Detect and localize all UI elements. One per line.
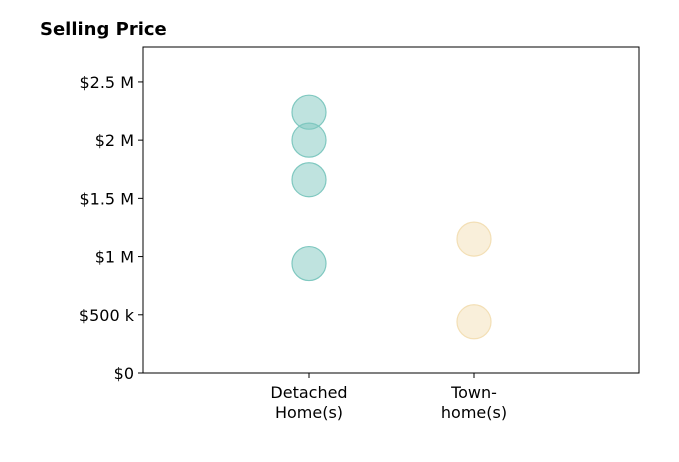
x-tick-label: Town-home(s) [441,383,507,422]
y-tick-label: $0 [114,364,134,383]
data-point [456,304,492,340]
y-tick-label: $2 M [95,131,134,150]
plot-frame [142,46,640,374]
data-point [291,245,327,282]
y-axis: $0 $500 k $1 M $1.5 M $2 M $2.5 M [79,73,143,383]
y-tick-label: $1.5 M [79,189,134,208]
chart-title: Selling Price [40,19,167,40]
y-tick-label: $1 M [95,248,134,267]
data-point [456,221,492,257]
x-axis: Detached Home(s) Town-home(s) [270,373,507,422]
data-point [291,122,327,158]
data-point [291,162,327,198]
data-points [291,94,492,340]
x-tick-label: Detached Home(s) [270,383,347,422]
y-tick-label: $2.5 M [79,73,134,92]
y-tick-label: $500 k [79,306,135,325]
